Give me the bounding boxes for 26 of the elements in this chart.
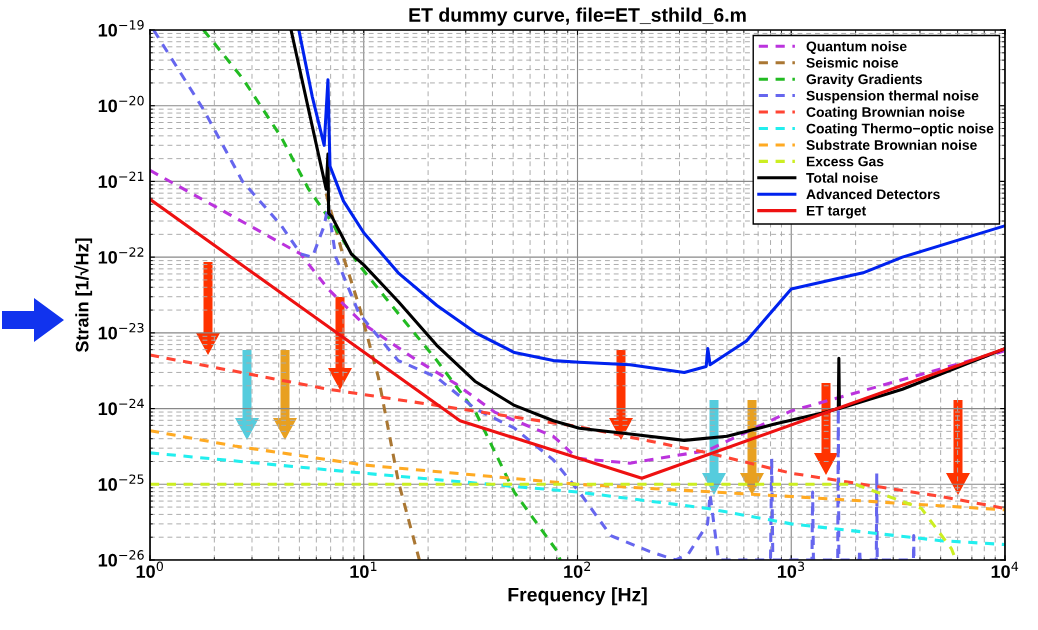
legend-label: Advanced Detectors [806, 189, 940, 200]
legend-label: Quantum noise [806, 41, 907, 54]
legend-label: ET target [806, 205, 867, 219]
legend-label: Coating Brownian noise [806, 106, 965, 120]
y-tick-label: 10$^{−23}$ [98, 322, 144, 340]
legend-label: Seismic noise [806, 57, 899, 68]
x-tick-label: 10$^{3}$ [777, 561, 805, 578]
legend-label: Suspension thermal noise [806, 90, 979, 104]
y-tick-label: 10$^{−19}$ [98, 20, 144, 37]
legend-label: Total noise [806, 172, 878, 183]
y-tick-label: 10$^{−22}$ [98, 247, 144, 264]
legend-label: Coating Thermo−optic noise [806, 123, 994, 137]
y-tick-label: 10$^{−24}$ [98, 398, 144, 416]
y-tick-label: 10$^{−25}$ [98, 474, 144, 491]
legend-label: Excess Gas [806, 156, 884, 167]
y-tick-label: 10$^{−20}$ [98, 95, 144, 113]
x-axis-title: Frequency [Hz] [508, 587, 647, 606]
y-tick-label: 10$^{−21}$ [98, 171, 144, 189]
y-axis-title: Strain [1/√Hz] [74, 238, 93, 353]
x-tick-label: 10$^{2}$ [564, 561, 591, 578]
chart-title: ET dummy curve, file=ET_sthild_6.m [409, 7, 746, 26]
legend-label: Gravity Gradients [806, 73, 922, 87]
x-tick-label: 10$^{1}$ [350, 561, 377, 578]
legend-label: Substrate Brownian noise [806, 139, 977, 150]
x-tick-label: 10$^{4}$ [991, 561, 1019, 578]
x-tick-label: 10$^{0}$ [136, 561, 164, 578]
